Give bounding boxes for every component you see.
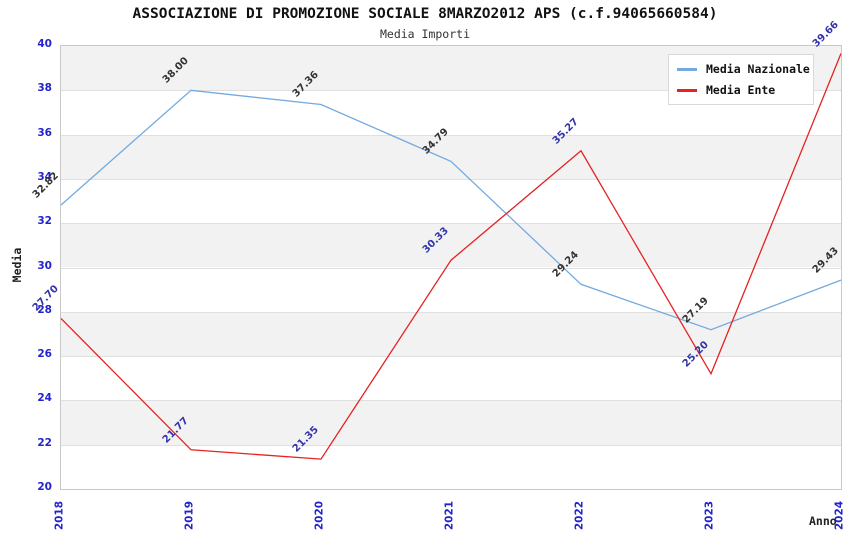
x-tick-label: 2018: [53, 500, 66, 531]
x-tick-label: 2020: [313, 500, 326, 531]
grid-band: [61, 400, 841, 445]
gridline: [61, 356, 841, 357]
series-line-media-ente: [60, 53, 842, 460]
y-tick-label: 24: [37, 392, 52, 405]
y-tick-label: 20: [37, 481, 52, 493]
gridline: [61, 135, 841, 136]
series-line-media-nazionale: [60, 89, 842, 331]
legend-item-media-ente: Media Ente: [677, 83, 805, 97]
gridline: [61, 223, 841, 224]
point-value-label: 32.82: [30, 170, 61, 201]
y-tick-label: 22: [37, 436, 52, 449]
y-tick-label: 30: [37, 259, 52, 272]
gridline: [61, 400, 841, 401]
gridline: [61, 90, 841, 91]
y-tick-label: 26: [37, 348, 52, 361]
gridline: [61, 312, 841, 313]
x-tick-label: 2019: [183, 500, 196, 531]
grid-band: [61, 134, 841, 179]
plot-area: [60, 45, 842, 490]
gridline: [61, 268, 841, 269]
chart-subtitle: Media Importi: [379, 27, 470, 41]
legend-item-media-nazionale: Media Nazionale: [677, 62, 810, 76]
y-tick-label: 32: [37, 215, 52, 228]
x-tick-label: 2022: [573, 500, 586, 531]
y-tick-label: 36: [37, 126, 52, 139]
legend: Media Nazionale Media Ente: [668, 54, 814, 105]
legend-label: Media Ente: [706, 83, 776, 97]
point-value-label: 27.70: [30, 283, 61, 315]
line-swatch-icon: [677, 88, 697, 92]
x-tick-label: 2021: [443, 500, 456, 531]
y-tick-label: 38: [37, 82, 52, 95]
x-axis-title: Anno: [809, 514, 837, 528]
chart-title: ASSOCIAZIONE DI PROMOZIONE SOCIALE 8MARZ…: [132, 6, 718, 22]
gridline: [61, 445, 841, 446]
x-tick-label: 2023: [703, 500, 716, 531]
y-tick-label: 28: [37, 303, 52, 316]
y-tick-label: 34: [37, 170, 52, 183]
series-lines: [60, 53, 842, 460]
gridline: [61, 179, 841, 180]
y-axis-title: Media: [10, 247, 24, 283]
grid-band: [61, 311, 841, 357]
legend-label: Media Nazionale: [706, 62, 810, 76]
line-swatch-icon: [677, 67, 697, 71]
